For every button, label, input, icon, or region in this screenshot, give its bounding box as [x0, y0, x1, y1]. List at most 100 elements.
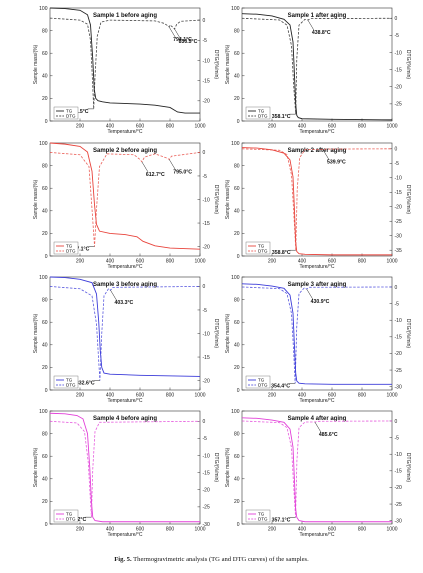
y-tick-label: 40	[234, 74, 240, 80]
plot-frame	[241, 276, 393, 391]
series-line-dtg	[241, 286, 393, 384]
y2-tick-label: -5	[395, 301, 400, 307]
x-tick-label: 400	[106, 259, 115, 265]
series-line-dtg	[49, 420, 201, 518]
x-tick-label: 600	[136, 259, 145, 265]
y2-tick-label: -10	[203, 58, 210, 64]
annotation-arrow	[110, 290, 117, 301]
y-tick-label: 80	[234, 297, 240, 303]
x-tick-label: 200	[76, 259, 85, 265]
chart-title: Sample 2 before aging	[93, 148, 157, 154]
y2-tick-label: -10	[395, 318, 402, 324]
legend-label-dtg: DTG	[66, 114, 76, 119]
x-tick-label: 600	[328, 259, 337, 265]
x-axis-label: Temperature/°C	[299, 264, 334, 270]
y2-tick-label: -20	[203, 488, 210, 494]
x-tick-label: 800	[358, 527, 367, 533]
peak-annotation-label: 291.5°C	[70, 109, 89, 115]
y-tick-label: 0	[237, 388, 240, 394]
legend-label-dtg: DTG	[258, 383, 268, 388]
y-tick-label: 100	[231, 141, 240, 147]
x-tick-label: 200	[268, 527, 277, 533]
plot-frame	[241, 142, 393, 257]
x-tick-label: 200	[268, 259, 277, 265]
y2-tick-label: -5	[203, 436, 208, 442]
y-axis-label: Sample mass/(%)	[33, 447, 39, 487]
x-tick-label: 800	[166, 124, 175, 130]
y2-axis-label: DTG/(%/min)	[213, 319, 219, 349]
y2-tick-label: -25	[395, 368, 402, 374]
legend-label-tg: TG	[258, 512, 265, 517]
y2-tick-label: -10	[395, 452, 402, 458]
y-tick-label: 20	[42, 499, 48, 505]
y-tick-label: 0	[237, 119, 240, 125]
peak-annotation-label: 358.1°C	[272, 114, 291, 120]
series-line-dtg	[49, 286, 201, 381]
annotation-arrow	[169, 159, 176, 170]
x-tick-label: 1000	[194, 393, 205, 399]
legend-label-tg: TG	[258, 378, 265, 383]
x-tick-label: 200	[268, 124, 277, 130]
chart-title: Sample 4 after aging	[288, 416, 347, 422]
legend-label-dtg: DTG	[66, 249, 76, 254]
x-tick-label: 200	[76, 124, 85, 130]
peak-annotation-label: 332.6°C	[76, 381, 95, 387]
y-tick-label: 80	[42, 431, 48, 437]
x-tick-label: 800	[358, 124, 367, 130]
peak-annotation-label: 438.8°C	[312, 30, 331, 36]
y2-tick-label: -35	[395, 248, 402, 254]
y-tick-label: 80	[234, 431, 240, 437]
x-tick-label: 1000	[386, 259, 397, 265]
y2-tick-label: -5	[395, 33, 400, 39]
y-tick-label: 80	[234, 28, 240, 34]
y-axis-label: Sample mass/(%)	[225, 44, 231, 84]
y2-tick-label: -15	[203, 355, 210, 361]
x-axis-label: Temperature/°C	[107, 129, 142, 135]
y-tick-label: 40	[42, 74, 48, 80]
y2-tick-label: -5	[203, 174, 208, 180]
y-tick-label: 60	[42, 186, 48, 192]
y2-tick-label: -30	[395, 234, 402, 240]
annotation-arrow	[141, 161, 149, 172]
x-tick-label: 400	[106, 527, 115, 533]
legend-label-dtg: DTG	[258, 517, 268, 522]
plot-frame	[241, 7, 393, 122]
series-line-tg	[241, 417, 392, 523]
peak-annotation-label: 354.4°C	[271, 383, 290, 389]
y2-tick-label: -10	[203, 331, 210, 337]
series-line-tg	[241, 13, 393, 121]
x-tick-label: 800	[166, 393, 175, 399]
y2-axis-label: DTG/(%/min)	[405, 50, 411, 80]
plot-frame	[49, 7, 201, 122]
y2-tick-label: -10	[203, 453, 210, 459]
peak-annotation-label: 794.1°C	[173, 37, 192, 43]
legend-label-tg: TG	[258, 244, 265, 249]
x-tick-label: 1000	[386, 393, 397, 399]
y-tick-label: 60	[234, 51, 240, 57]
y-tick-label: 20	[234, 365, 240, 371]
series-line-tg	[241, 283, 392, 385]
y2-tick-label: -20	[203, 244, 210, 250]
x-axis-label: Temperature/°C	[107, 264, 142, 270]
y-tick-label: 60	[42, 320, 48, 326]
legend-label-dtg: DTG	[258, 249, 268, 254]
y-tick-label: 60	[234, 454, 240, 460]
y-tick-label: 80	[42, 163, 48, 169]
y-tick-label: 80	[42, 297, 48, 303]
y2-tick-label: -20	[203, 378, 210, 384]
chart-title: Sample 3 after aging	[288, 282, 347, 288]
y2-axis-label: DTG/(%/min)	[213, 453, 219, 483]
y2-tick-label: 0	[203, 150, 206, 156]
chart-title: Sample 4 before aging	[93, 416, 157, 422]
y2-tick-label: -5	[203, 38, 208, 44]
y-tick-label: 60	[42, 51, 48, 57]
legend-label-tg: TG	[66, 244, 73, 249]
y-axis-label: Sample mass/(%)	[225, 313, 231, 353]
y2-tick-label: -15	[203, 470, 210, 476]
annotation-arrow	[168, 26, 176, 38]
caption-text: Thermogravimetric analysis (TG and DTG c…	[133, 556, 309, 563]
